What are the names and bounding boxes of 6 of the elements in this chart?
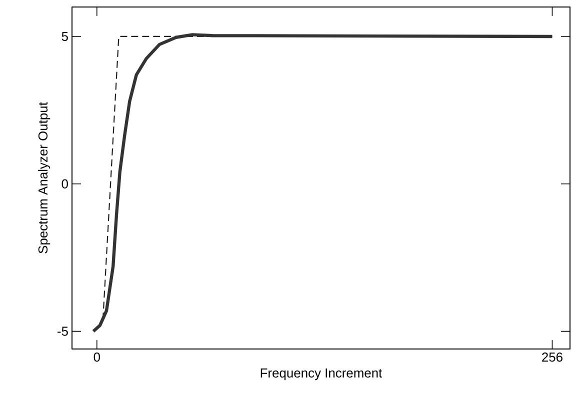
x-tick-label: 256 [542, 352, 562, 362]
y-tick-label: 5 [62, 32, 68, 41]
x-axis-title: Frequency Increment [260, 368, 382, 380]
y-tick-label: -5 [58, 326, 68, 336]
y-axis-title: Spectrum Analyzer Output [38, 102, 50, 254]
y-tick-label: 0 [62, 179, 68, 188]
